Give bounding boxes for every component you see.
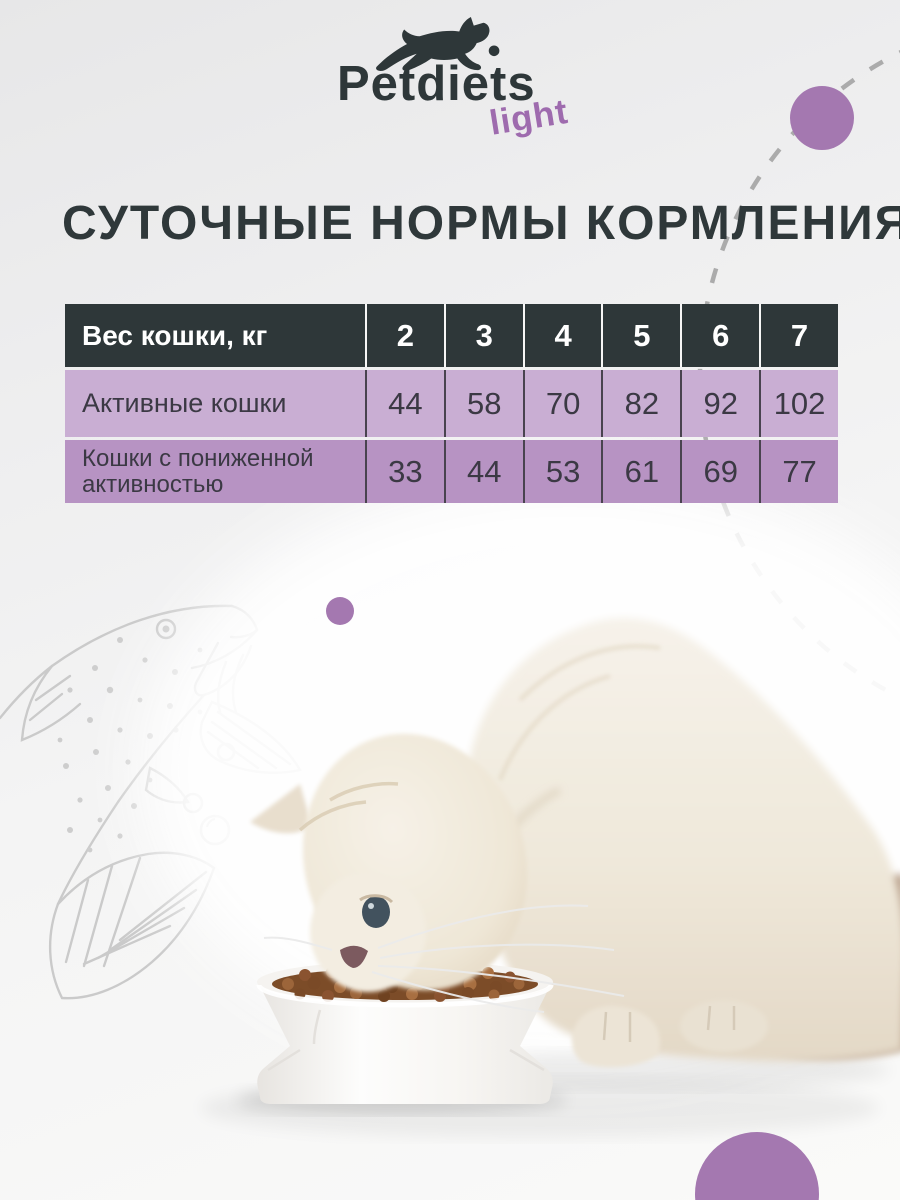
table-header-row: Вес кошки, кг 2 3 4 5 6 7 — [65, 304, 838, 367]
value-cell: 53 — [522, 440, 602, 503]
weight-header-cell: 2 — [365, 304, 444, 367]
table-header-label: Вес кошки, кг — [82, 319, 268, 351]
cat-eye — [362, 896, 390, 928]
ball-dot-icon — [488, 45, 500, 57]
value-cell: 44 — [443, 440, 523, 503]
logo-cat-icon — [376, 16, 500, 71]
value-cell: 77 — [759, 440, 838, 503]
weight-header-cell: 3 — [443, 304, 523, 367]
weight-header-cell: 5 — [601, 304, 680, 367]
value-cell: 92 — [680, 370, 759, 437]
cat-body — [468, 617, 900, 1062]
row-label: Кошки с пониженной активностью — [82, 444, 314, 498]
cat-whiskers — [263, 904, 625, 1013]
value-cell: 102 — [759, 370, 838, 437]
page-title: СУТОЧНЫЕ НОРМЫ КОРМЛЕНИЯ — [62, 197, 900, 250]
table-row-active-cats: Активные кошки 44 58 70 82 92 102 — [65, 370, 838, 437]
value-cell: 69 — [680, 440, 759, 503]
value-cell: 33 — [365, 440, 444, 503]
weight-header-cell: 6 — [680, 304, 759, 367]
weight-header-cell: 7 — [759, 304, 838, 367]
purple-circle-decor-top — [790, 86, 854, 150]
cat-paws — [572, 1000, 768, 1068]
row-label: Активные кошки — [82, 388, 287, 418]
value-cell: 82 — [601, 370, 680, 437]
brand-wordmark: Petdiets — [337, 57, 536, 111]
value-cell: 58 — [443, 370, 523, 437]
table-row-low-activity-cats: Кошки с пониженной активностью 33 44 53 … — [65, 440, 838, 503]
feeding-table: Вес кошки, кг 2 3 4 5 6 7 Активные кошки… — [65, 304, 838, 503]
value-cell: 70 — [522, 370, 602, 437]
value-cell: 61 — [601, 440, 680, 503]
value-cell: 44 — [365, 370, 444, 437]
purple-circle-decor-middle — [326, 597, 354, 625]
cat-head — [250, 733, 528, 992]
weight-header-cell: 4 — [522, 304, 602, 367]
cat-nose — [340, 945, 368, 968]
